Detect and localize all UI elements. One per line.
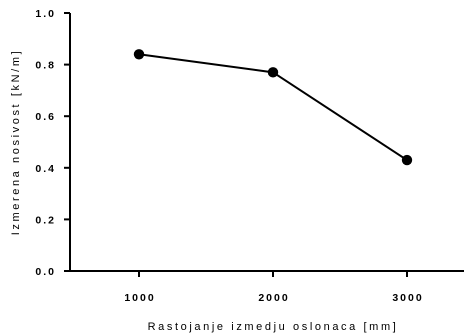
- x-tick-label: 2000: [258, 292, 289, 304]
- y-tick-label: 0.6: [35, 111, 56, 123]
- axes: [69, 13, 464, 272]
- y-tick-label: 1.0: [35, 8, 56, 20]
- data-point: [133, 49, 145, 60]
- y-tick-label: 0.8: [35, 60, 56, 72]
- x-tick-label: 1000: [124, 292, 155, 304]
- series: [133, 49, 413, 166]
- y-ticks: 0.0 0.2 0.4 0.6 0.8 1.0: [35, 8, 70, 278]
- y-tick-label: 0.0: [35, 266, 56, 278]
- x-axis-label: Rastojanje izmedju oslonaca [mm]: [148, 321, 399, 333]
- x-tick-label: 3000: [392, 292, 423, 304]
- data-point: [401, 154, 413, 166]
- y-axis-label: Izmerena nosivost [kN/m]: [10, 49, 22, 236]
- x-ticks: 1000 2000 3000: [124, 271, 423, 304]
- data-point: [267, 67, 279, 78]
- y-tick-label: 0.4: [35, 163, 56, 175]
- y-tick-label: 0.2: [35, 214, 56, 226]
